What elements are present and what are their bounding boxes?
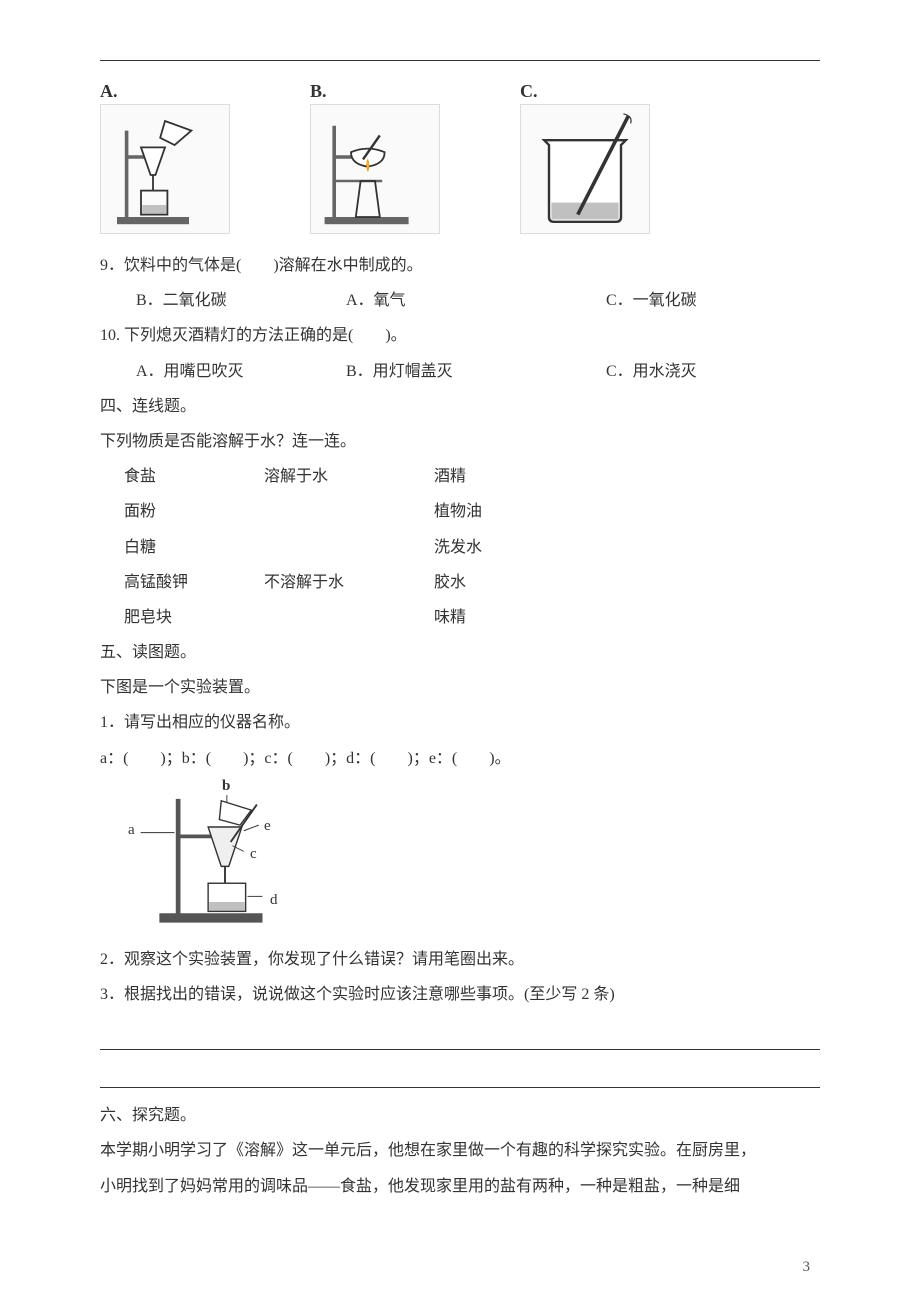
q10-choice-b: B．用灯帽盖灭 [346,354,606,389]
match-mid-3: 不溶解于水 [264,565,434,600]
match-mid-4 [264,600,434,635]
q10-choice-a: A．用嘴巴吹灭 [136,354,346,389]
exp-label-c: c [250,846,257,863]
match-right-3: 胶水 [434,565,574,600]
exp-label-d: d [270,892,278,909]
filtration-setup-icon [130,782,320,932]
q9-stem: 9．饮料中的气体是( )溶解在水中制成的。 [100,248,820,283]
q9-choices: B．二氧化碳 A．氧气 C．一氧化碳 [100,283,820,318]
sec4-prompt: 下列物质是否能溶解于水？连一连。 [100,424,820,459]
q10-stem: 10. 下列熄灭酒精灯的方法正确的是( )。 [100,318,820,353]
match-right-4: 味精 [434,600,574,635]
match-left-0: 食盐 [124,459,264,494]
answer-line-1 [100,1022,820,1050]
experiment-diagram: a b e c d [130,782,320,932]
matching-grid: 食盐 溶解于水 酒精 面粉 植物油 白糖 洗发水 高锰酸钾 不溶解于水 胶水 肥… [124,459,820,635]
page-number: 3 [803,1259,811,1276]
match-mid-2 [264,530,434,565]
option-b-block: B. [310,81,440,234]
sec5-q1: 1．请写出相应的仪器名称。 [100,705,820,740]
sec6-title: 六、探究题。 [100,1098,820,1133]
match-left-3: 高锰酸钾 [124,565,264,600]
sec5-q2: 2．观察这个实验装置，你发现了什么错误？请用笔圈出来。 [100,942,820,977]
match-right-2: 洗发水 [434,530,574,565]
q9-choice-b: B．二氧化碳 [136,283,346,318]
sec6-p1: 本学期小明学习了《溶解》这一单元后，他想在家里做一个有趣的科学探究实验。在厨房里… [100,1133,820,1168]
option-c-block: C. [520,81,650,234]
q10-choice-c: C．用水浇灭 [606,354,820,389]
beaker-stirring-icon [525,109,645,229]
exp-label-a: a [128,822,135,839]
exp-label-b: b [222,778,230,795]
match-left-1: 面粉 [124,494,264,529]
diagram-options-row: A. B. [100,81,820,234]
diagram-b [310,104,440,234]
sec5-title: 五、读图题。 [100,635,820,670]
match-right-1: 植物油 [434,494,574,529]
sec4-title: 四、连线题。 [100,389,820,424]
sec5-lead: 下图是一个实验装置。 [100,670,820,705]
sec6-p2: 小明找到了妈妈常用的调味品——食盐，他发现家里用的盐有两种，一种是粗盐，一种是细 [100,1169,820,1204]
diagram-a [100,104,230,234]
evaporate-burner-icon [315,109,435,229]
option-c-label: C. [520,81,538,102]
top-rule [100,60,820,61]
match-left-2: 白糖 [124,530,264,565]
answer-line-2 [100,1060,820,1088]
match-right-0: 酒精 [434,459,574,494]
q10-choices: A．用嘴巴吹灭 B．用灯帽盖灭 C．用水浇灭 [100,354,820,389]
option-a-label: A. [100,81,118,102]
q9-choice-a: A．氧气 [346,283,606,318]
filtration-stand-icon [105,109,225,229]
match-mid-1 [264,494,434,529]
sec5-q3: 3．根据找出的错误，说说做这个实验时应该注意哪些事项。(至少写 2 条) [100,977,820,1012]
option-a-block: A. [100,81,230,234]
match-left-4: 肥皂块 [124,600,264,635]
diagram-c [520,104,650,234]
match-mid-0: 溶解于水 [264,459,434,494]
exp-label-e: e [264,818,271,835]
sec5-q1-items: a：( )；b：( )；c：( )；d：( )；e：( )。 [100,741,820,776]
option-b-label: B. [310,81,327,102]
q9-choice-c: C．一氧化碳 [606,283,820,318]
